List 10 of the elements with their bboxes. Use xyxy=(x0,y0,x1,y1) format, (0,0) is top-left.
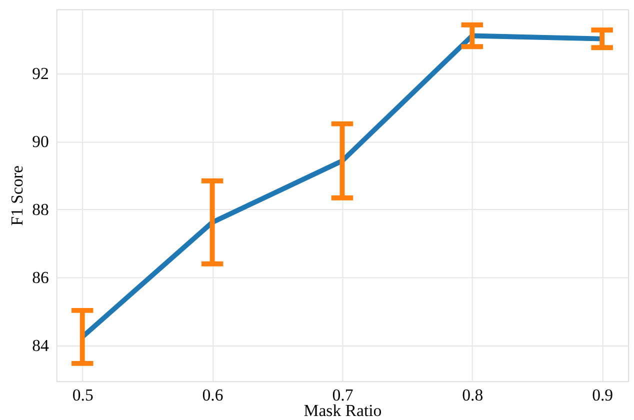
y-axis-title: F1 Score xyxy=(7,166,26,226)
y-tick-label: 92 xyxy=(32,64,49,83)
y-tick-label: 88 xyxy=(32,200,49,219)
y-tick-label: 84 xyxy=(32,336,50,355)
x-tick-label: 0.5 xyxy=(72,385,94,404)
x-tick-label: 0.6 xyxy=(202,385,224,404)
x-tick-label: 0.8 xyxy=(462,385,484,404)
x-tick-label: 0.9 xyxy=(592,385,614,404)
y-tick-label: 86 xyxy=(32,268,49,287)
y-tick-label: 90 xyxy=(32,132,49,151)
